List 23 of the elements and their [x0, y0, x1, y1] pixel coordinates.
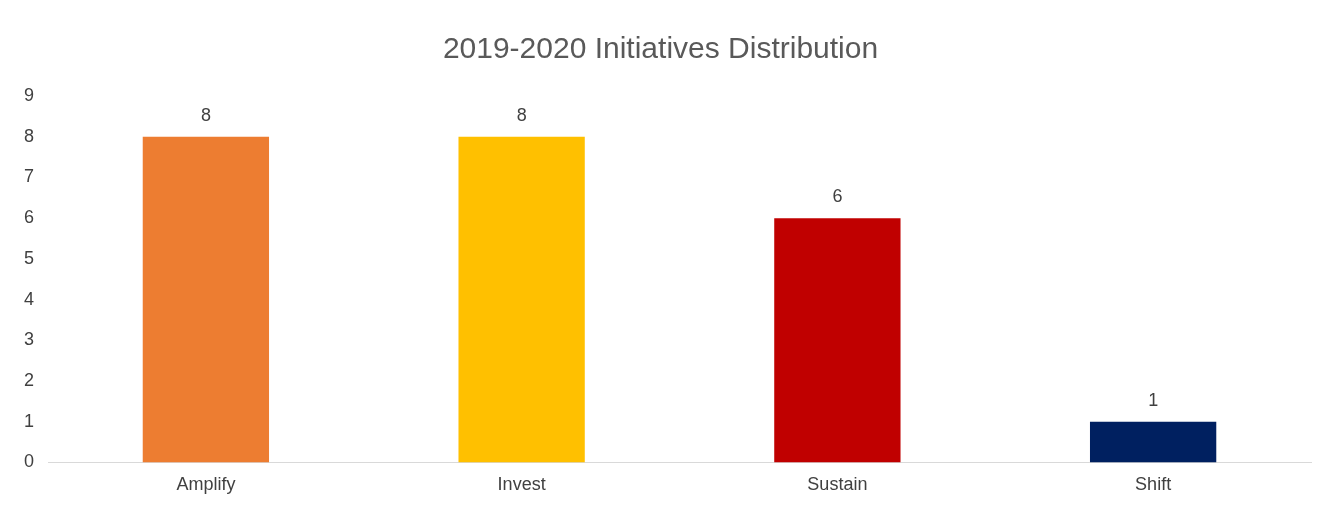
x-tick-label: Invest: [497, 474, 546, 495]
bar: [774, 218, 901, 463]
data-label: 8: [200, 104, 211, 125]
bar: [1089, 421, 1217, 463]
bar: [458, 136, 585, 463]
y-tick-label: 7: [24, 166, 35, 187]
y-tick-label: 1: [24, 410, 35, 431]
y-tick-label: 6: [24, 207, 35, 228]
y-tick-label: 9: [24, 84, 35, 105]
y-tick-label: 0: [24, 451, 35, 472]
x-tick-label: Sustain: [807, 474, 868, 495]
x-tick-label: Amplify: [176, 474, 236, 495]
y-tick-label: 2: [24, 369, 35, 390]
y-tick-label: 5: [24, 247, 35, 268]
x-tick-label: Shift: [1135, 474, 1172, 495]
bar: [142, 136, 270, 463]
y-tick-label: 4: [24, 288, 35, 309]
data-label: 6: [832, 186, 843, 207]
data-label: 8: [516, 104, 527, 125]
y-tick-label: 3: [24, 329, 35, 350]
chart-title: 2019-2020 Initiatives Distribution: [442, 31, 879, 65]
y-tick-label: 8: [24, 125, 35, 146]
data-label: 1: [1148, 389, 1159, 410]
